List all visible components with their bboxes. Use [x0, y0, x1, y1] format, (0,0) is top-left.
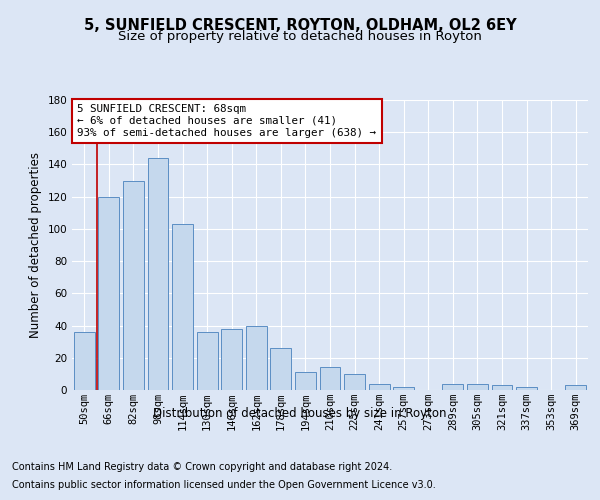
Bar — [442, 384, 463, 390]
Text: 5, SUNFIELD CRESCENT, ROYTON, OLDHAM, OL2 6EY: 5, SUNFIELD CRESCENT, ROYTON, OLDHAM, OL… — [83, 18, 517, 32]
Bar — [491, 385, 512, 390]
Y-axis label: Number of detached properties: Number of detached properties — [29, 152, 42, 338]
Bar — [246, 326, 267, 390]
Bar — [295, 372, 316, 390]
Bar — [320, 368, 340, 390]
Bar — [344, 374, 365, 390]
Text: Size of property relative to detached houses in Royton: Size of property relative to detached ho… — [118, 30, 482, 43]
Bar — [98, 196, 119, 390]
Bar — [221, 329, 242, 390]
Bar — [123, 180, 144, 390]
Text: Distribution of detached houses by size in Royton: Distribution of detached houses by size … — [153, 408, 447, 420]
Bar — [148, 158, 169, 390]
Bar — [271, 348, 292, 390]
Bar — [516, 387, 537, 390]
Bar — [565, 385, 586, 390]
Bar — [197, 332, 218, 390]
Bar — [172, 224, 193, 390]
Text: 5 SUNFIELD CRESCENT: 68sqm
← 6% of detached houses are smaller (41)
93% of semi-: 5 SUNFIELD CRESCENT: 68sqm ← 6% of detac… — [77, 104, 376, 138]
Text: Contains public sector information licensed under the Open Government Licence v3: Contains public sector information licen… — [12, 480, 436, 490]
Bar — [467, 384, 488, 390]
Text: Contains HM Land Registry data © Crown copyright and database right 2024.: Contains HM Land Registry data © Crown c… — [12, 462, 392, 472]
Bar — [368, 384, 389, 390]
Bar — [74, 332, 95, 390]
Bar — [393, 387, 414, 390]
